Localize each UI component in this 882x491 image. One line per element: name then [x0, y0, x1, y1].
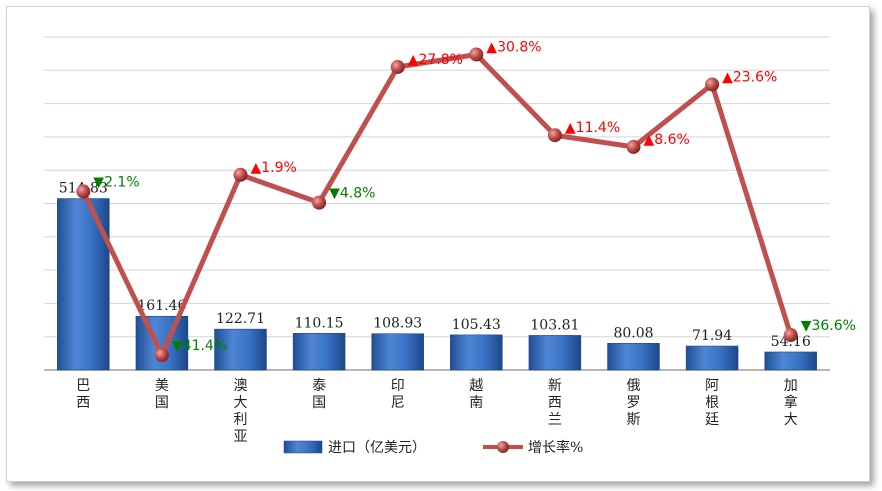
rate-label: ▲1.9% [251, 160, 297, 176]
rate-label: ▲8.6% [644, 132, 690, 148]
line-marker [233, 167, 248, 182]
legend: 进口（亿美元） 增长率% [283, 439, 583, 456]
bar-value-label: 122.71 [216, 311, 265, 327]
category-label: 新西兰 [548, 378, 562, 428]
bar-value-label: 105.43 [452, 317, 501, 333]
line-marker [76, 184, 91, 199]
line-marker [547, 128, 562, 143]
bar [371, 333, 424, 371]
category-label: 泰国 [312, 378, 326, 411]
rate-label: ▼4.8% [329, 186, 375, 202]
category-label: 俄罗斯 [627, 378, 641, 428]
line-marker [154, 348, 169, 363]
bar [292, 333, 346, 371]
line-marker [705, 77, 720, 92]
bar [607, 343, 660, 371]
bar-value-label: 161.46 [137, 298, 186, 314]
line-marker [390, 59, 405, 74]
line-series: ▼2.1% ▼41.4% ▲1.9% ▼4.8% ▲27.8% ▲30.8% ▲11.4% ▲… [76, 39, 856, 363]
category-label: 阿根廷 [705, 378, 719, 428]
rate-label: ▲23.6% [722, 69, 777, 85]
legend-line-marker [497, 441, 509, 453]
bar [764, 351, 817, 371]
bar-value-label: 110.15 [295, 315, 344, 331]
bar-value-label: 103.81 [530, 317, 579, 333]
category-label: 美国 [155, 378, 169, 411]
category-axis: 巴西 美国 澳大利亚 泰国 印尼 越南 新西兰 俄罗斯 阿根廷 加拿大 [76, 378, 797, 445]
chart-frame [6, 6, 870, 482]
category-label: 巴西 [76, 378, 90, 411]
legend-bar-label: 进口（亿美元） [328, 440, 426, 456]
legend-line-label: 增长率% [528, 439, 583, 456]
line-marker [312, 195, 327, 210]
rate-label: ▲30.8% [486, 39, 541, 55]
category-label: 印尼 [391, 378, 405, 411]
growth-line [80, 51, 794, 358]
bar [685, 345, 739, 371]
rate-label: ▲11.4% [565, 120, 620, 136]
legend-bar-swatch [283, 440, 323, 454]
bar [214, 328, 267, 371]
bar [528, 335, 582, 371]
line-marker [783, 328, 798, 343]
rate-label: ▼36.6% [801, 318, 856, 334]
bar-value-label: 71.94 [692, 328, 732, 344]
category-label: 加拿大 [784, 378, 798, 428]
line-marker [469, 47, 484, 62]
category-label: 越南 [469, 378, 483, 411]
rate-label: ▼2.1% [93, 174, 139, 190]
rate-label: ▲27.8% [408, 52, 463, 68]
category-label: 澳大利亚 [234, 378, 248, 445]
rate-label: ▼41.4% [172, 338, 227, 354]
bar-value-label: 80.08 [613, 325, 653, 341]
bar-value-label: 108.93 [373, 316, 422, 332]
line-marker [626, 139, 641, 154]
bar [450, 334, 503, 371]
